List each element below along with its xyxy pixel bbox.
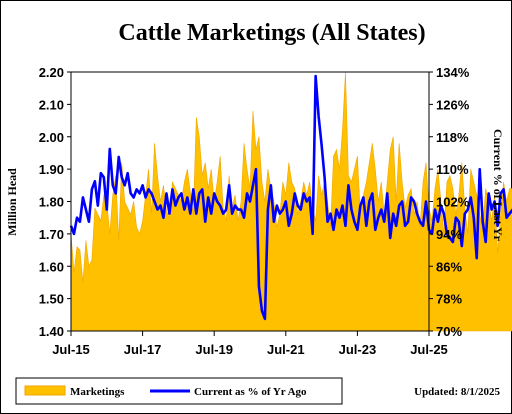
x-axis-ticks: Jul-15 Jul-17 Jul-19 Jul-21 Jul-23 Jul-25 — [52, 331, 448, 357]
x-tick-label: Jul-23 — [339, 342, 377, 357]
left-tick-label: 1.40 — [39, 324, 64, 339]
left-tick-label: 1.70 — [39, 227, 64, 242]
right-axis-ticks: 70% 78% 86% 94% 102% 110% 118% 126% 134% — [429, 65, 470, 339]
right-tick-label: 70% — [436, 324, 462, 339]
x-tick-label: Jul-25 — [410, 342, 448, 357]
left-tick-label: 1.90 — [39, 162, 64, 177]
legend-label-yoy: Current as % of Yr Ago — [194, 386, 307, 398]
chart-title: Cattle Marketings (All States) — [118, 20, 425, 46]
x-tick-label: Jul-21 — [267, 342, 305, 357]
y-axis-left-label: Million Head — [5, 168, 19, 236]
y-axis-right-label: Current % of Last Yr — [491, 129, 505, 242]
yoy-percent-line — [69, 74, 512, 321]
left-tick-label: 1.50 — [39, 292, 64, 307]
x-tick-label: Jul-15 — [52, 342, 90, 357]
right-tick-label: 102% — [436, 195, 470, 210]
left-axis-ticks: 1.40 1.50 1.60 1.70 1.80 1.90 2.00 2.10 2.20 — [39, 65, 71, 339]
marketings-area — [70, 71, 512, 332]
right-tick-label: 78% — [436, 292, 462, 307]
left-tick-label: 2.00 — [39, 130, 64, 145]
left-tick-label: 2.20 — [39, 65, 64, 80]
legend-swatch-marketings — [24, 385, 66, 396]
x-tick-label: Jul-17 — [124, 342, 162, 357]
left-tick-label: 1.60 — [39, 259, 64, 274]
legend: Marketings Current as % of Yr Ago — [15, 377, 343, 405]
right-tick-label: 118% — [436, 130, 469, 145]
right-tick-label: 126% — [436, 97, 470, 112]
updated-date-text: Updated: 8/1/2025 — [414, 386, 500, 398]
right-tick-label: 86% — [436, 259, 462, 274]
right-tick-label: 134% — [436, 65, 470, 80]
left-tick-label: 1.80 — [39, 195, 64, 210]
legend-label-marketings: Marketings — [70, 386, 125, 398]
marketings-area-layer — [70, 71, 512, 332]
yoy-line-layer — [69, 74, 512, 321]
left-tick-label: 2.10 — [39, 97, 64, 112]
right-tick-label: 110% — [436, 162, 469, 177]
x-tick-label: Jul-19 — [195, 342, 233, 357]
right-tick-label: 94% — [436, 227, 462, 242]
